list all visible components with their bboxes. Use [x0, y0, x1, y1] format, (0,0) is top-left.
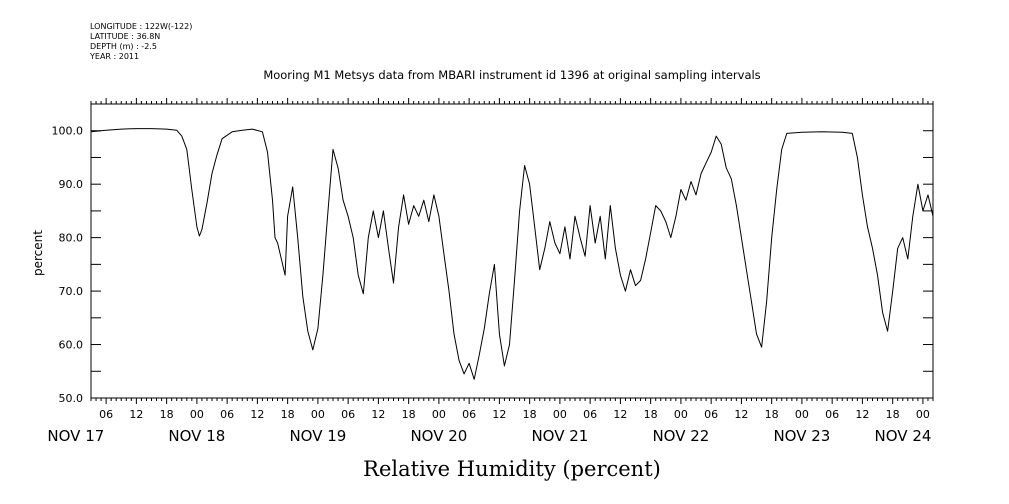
day-tick-label: NOV 20 [410, 427, 467, 445]
humidity-series-line [90, 128, 934, 380]
latitude-label: LATITUDE : 36.8N [90, 32, 160, 41]
mooring-metadata: LONGITUDE : 122W(-122) LATITUDE : 36.8N … [89, 22, 192, 61]
plot-axes: 06 12 18 00 06 12 18 00 06 12 18 00 06 12 18 00 06 12 18 00… [47, 98, 934, 445]
hour-tick-label: 00 [432, 408, 446, 421]
hour-tick-label: 18 [644, 408, 658, 421]
hour-tick-label: 12 [371, 408, 385, 421]
y-tick-label: 70.0 [59, 285, 84, 298]
hour-tick-label: 00 [553, 408, 567, 421]
hour-tick-label: 18 [402, 408, 416, 421]
y-tick-label: 50.0 [59, 392, 84, 405]
plot-frame [90, 103, 934, 399]
hour-tick-label: 12 [250, 408, 264, 421]
plot-series [90, 128, 934, 380]
y-axis-label: percent [31, 230, 45, 276]
hour-tick-label: 06 [583, 408, 597, 421]
hour-tick-label: 06 [462, 408, 476, 421]
day-tick-label: NOV 21 [531, 427, 588, 445]
day-tick-label: NOV 23 [773, 427, 830, 445]
y-tick-label: 80.0 [59, 232, 84, 245]
chart-title: Mooring M1 Metsys data from MBARI instru… [263, 68, 760, 82]
hour-tick-label: 00 [674, 408, 688, 421]
hour-tick-label: 00 [795, 408, 809, 421]
hour-tick-label: 12 [855, 408, 869, 421]
hour-tick-label: 06 [704, 408, 718, 421]
hour-tick-label: 12 [129, 408, 143, 421]
day-tick-label: NOV 24 [875, 427, 932, 445]
year-label: YEAR : 2011 [89, 52, 139, 61]
hour-tick-label: 06 [341, 408, 355, 421]
y-tick-label: 60.0 [59, 339, 84, 352]
hour-tick-label: 06 [825, 408, 839, 421]
y-tick-label: 100.0 [52, 125, 84, 138]
hour-tick-label: 18 [160, 408, 174, 421]
hour-tick-label: 12 [492, 408, 506, 421]
hour-tick-label: 06 [99, 408, 113, 421]
hour-tick-label: 18 [281, 408, 295, 421]
depth-label: DEPTH (m) : -2.5 [90, 42, 157, 51]
hour-tick-label: 18 [886, 408, 900, 421]
hour-tick-label: 06 [220, 408, 234, 421]
day-tick-label: NOV 19 [289, 427, 346, 445]
day-tick-label: NOV 22 [652, 427, 709, 445]
longitude-label: LONGITUDE : 122W(-122) [90, 22, 192, 31]
hour-tick-label: 12 [734, 408, 748, 421]
hour-tick-label: 00 [311, 408, 325, 421]
hour-tick-label: 18 [765, 408, 779, 421]
hour-tick-label: 18 [523, 408, 537, 421]
y-tick-label: 90.0 [59, 178, 84, 191]
hour-tick-label: 12 [613, 408, 627, 421]
day-tick-label: NOV 17 [47, 427, 104, 445]
x-axis-title: Relative Humidity (percent) [363, 457, 661, 481]
hour-tick-label: 00 [916, 408, 930, 421]
day-tick-label: NOV 18 [168, 427, 225, 445]
hour-tick-label: 00 [190, 408, 204, 421]
